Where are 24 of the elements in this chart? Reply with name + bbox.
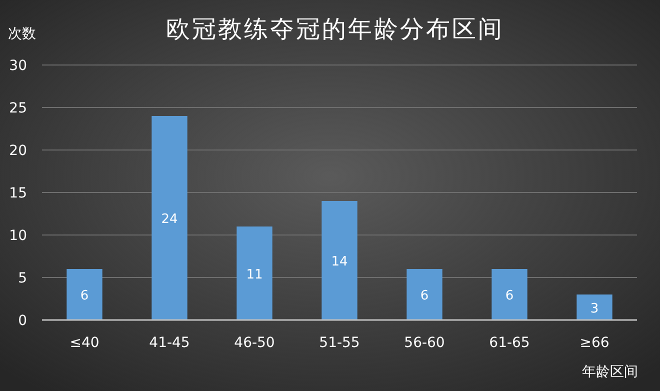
y-tick-label: 0 xyxy=(18,313,27,329)
x-tick-label: 61-65 xyxy=(489,335,530,351)
data-label: 6 xyxy=(420,288,429,304)
x-tick-label: ≤40 xyxy=(70,335,100,351)
x-tick-label: 51-55 xyxy=(319,335,360,351)
x-tick-label: 56-60 xyxy=(404,335,445,351)
data-label: 6 xyxy=(505,288,514,304)
chart-title: 欧冠教练夺冠的年龄分布区间 xyxy=(166,15,504,43)
data-label: 14 xyxy=(331,254,348,270)
x-tick-label: 41-45 xyxy=(149,335,190,351)
x-tick-label: ≥66 xyxy=(580,335,610,351)
y-tick-label: 5 xyxy=(18,270,27,286)
data-label: 3 xyxy=(590,301,599,316)
data-label: 24 xyxy=(161,212,178,227)
x-axis-title: 年龄区间 xyxy=(582,364,638,380)
data-label: 11 xyxy=(246,267,263,282)
y-tick-label: 15 xyxy=(9,186,27,202)
x-tick-label: 46-50 xyxy=(234,335,275,351)
y-axis-title: 次数 xyxy=(8,26,36,42)
y-tick-label: 25 xyxy=(9,100,27,116)
y-tick-label: 20 xyxy=(9,143,27,159)
data-label: 6 xyxy=(80,288,89,304)
y-tick-label: 30 xyxy=(9,58,27,74)
y-tick-label: 10 xyxy=(9,228,27,244)
